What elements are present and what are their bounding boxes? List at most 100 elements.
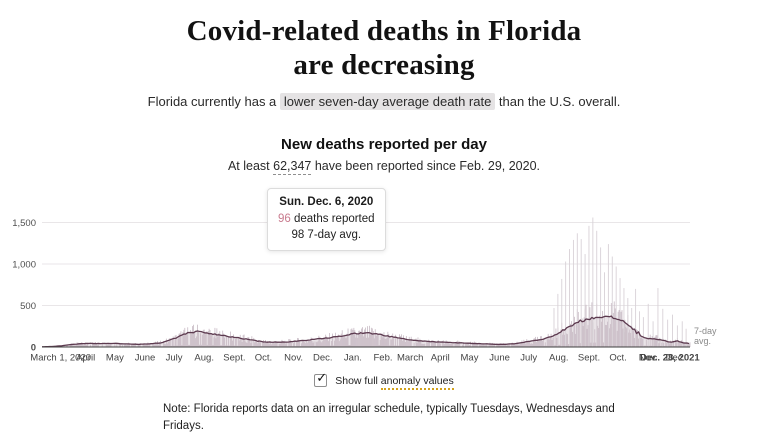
daily-bar (215, 338, 217, 347)
anomaly-spike (584, 254, 586, 347)
daily-bar (262, 342, 263, 347)
daily-bar (94, 344, 95, 347)
daily-bar (625, 326, 627, 347)
total-deaths-value[interactable]: 62,347 (273, 159, 312, 175)
daily-bar (483, 344, 485, 347)
daily-bar (388, 334, 390, 347)
daily-bar (278, 343, 280, 347)
daily-bar (645, 339, 647, 347)
anomaly-spike (588, 225, 590, 347)
daily-bar (563, 329, 565, 347)
stat-prefix: At least (227, 159, 274, 173)
daily-bar (78, 344, 80, 347)
daily-bar (73, 344, 75, 347)
daily-bar (242, 335, 244, 347)
daily-bar (587, 325, 589, 347)
daily-bar (505, 345, 507, 347)
daily-bar (539, 336, 541, 347)
daily-bar (376, 334, 378, 347)
daily-bar (223, 333, 225, 347)
anomaly-spikes (553, 217, 687, 347)
daily-bar (212, 345, 214, 347)
daily-bar (374, 329, 376, 347)
daily-bar (128, 342, 129, 347)
daily-bar (479, 343, 481, 347)
daily-bar (643, 345, 645, 347)
tooltip-deaths-value: 96 (278, 212, 291, 225)
daily-bar (375, 335, 377, 347)
daily-bar (437, 340, 439, 347)
daily-bar (450, 343, 452, 347)
anomaly-spike (553, 307, 555, 347)
daily-bar (640, 337, 641, 347)
anomaly-spike (681, 321, 683, 347)
x-tick-label: Sept. (223, 353, 245, 364)
daily-bar (345, 338, 347, 347)
daily-bar (368, 337, 369, 347)
daily-bar (146, 343, 148, 347)
daily-bar (448, 342, 450, 347)
daily-bar (232, 334, 234, 347)
daily-bar (480, 343, 482, 347)
checkbox-label-prefix: Show full (335, 374, 381, 387)
x-tick-label: Dec. 28, 2021 (640, 353, 700, 364)
daily-bar (598, 328, 600, 347)
daily-bar (392, 333, 394, 347)
daily-bar (380, 333, 382, 347)
daily-bar (474, 342, 476, 347)
y-tick-label: 1,000 (12, 260, 36, 271)
daily-bar (520, 342, 522, 347)
daily-bar (344, 337, 346, 347)
daily-bar (609, 324, 611, 347)
x-tick-label: Nov. (284, 353, 303, 364)
daily-bar (338, 341, 340, 347)
daily-bar (459, 341, 461, 347)
daily-bar (571, 321, 572, 347)
daily-bar (332, 333, 333, 347)
anomaly-values-term[interactable]: anomaly values (380, 374, 454, 390)
daily-bar (514, 344, 516, 347)
daily-bar (198, 332, 199, 347)
daily-bar (285, 343, 287, 347)
daily-bar (273, 343, 275, 347)
daily-bar (157, 341, 159, 347)
daily-bar (506, 344, 508, 347)
daily-bar (331, 341, 332, 347)
daily-bar (665, 339, 667, 347)
show-anomaly-checkbox[interactable]: ✓ (314, 371, 328, 387)
daily-bar (249, 339, 251, 347)
anomaly-spike (619, 278, 621, 347)
daily-bar (595, 342, 597, 347)
daily-bar (397, 338, 398, 347)
daily-bar (164, 344, 166, 347)
daily-bar (687, 344, 689, 347)
deaths-chart[interactable]: 0 500 1,000 1,500 March 1, 2020 April May June J… (0, 208, 768, 370)
daily-bar (638, 338, 639, 347)
daily-bar (630, 332, 632, 347)
daily-bar (359, 330, 361, 347)
anomaly-spike (596, 230, 598, 347)
daily-bar (327, 338, 329, 347)
daily-bar (407, 341, 409, 347)
daily-bar (429, 340, 431, 347)
daily-bar (324, 339, 326, 347)
anomaly-spike (652, 321, 654, 347)
y-axis-labels: 0 500 1,000 1,500 (12, 218, 36, 354)
daily-bar (201, 334, 203, 347)
daily-bar (335, 332, 336, 347)
daily-bar (298, 338, 299, 347)
daily-bar (316, 342, 318, 347)
daily-bar (608, 328, 610, 347)
daily-bar (322, 340, 324, 347)
daily-bar (257, 343, 259, 347)
daily-bar (225, 345, 227, 347)
daily-bar (272, 341, 274, 347)
daily-bar (109, 344, 111, 347)
daily-bar (527, 341, 529, 347)
daily-bar (505, 343, 506, 347)
daily-bar (198, 344, 200, 347)
x-tick-label: April (76, 353, 95, 364)
daily-bar (177, 338, 179, 347)
daily-bar (394, 345, 396, 347)
